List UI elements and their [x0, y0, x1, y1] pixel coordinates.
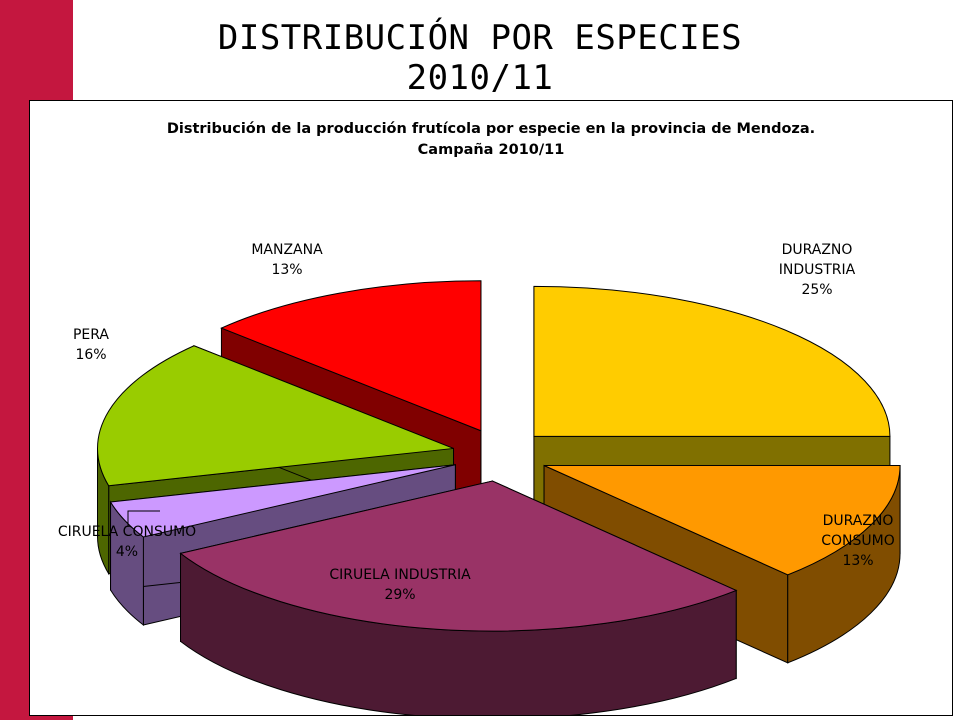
chart-title: Distribución de la producción frutícola …	[30, 119, 952, 161]
slice-label-text: PERA	[73, 327, 109, 343]
slice-value-label: 4%	[116, 544, 138, 560]
slice-label-text: CIRUELA INDUSTRIA	[329, 567, 471, 583]
slice-top	[97, 345, 454, 487]
slice-label-pera: PERA 16%	[73, 327, 109, 363]
slice-value-label: 16%	[75, 347, 106, 363]
chart-frame: Distribución de la producción frutícola …	[29, 100, 953, 716]
slice-label-manzana: MANZANA 13%	[251, 242, 323, 278]
leader-line	[127, 510, 160, 527]
slice-label-durazno-consumo: DURAZNO CONSUMO 13%	[821, 513, 895, 569]
slice-label-text: INDUSTRIA	[779, 262, 856, 278]
slice-top	[179, 480, 738, 632]
slice-value-label: 13%	[271, 262, 302, 278]
slice-label-text: CONSUMO	[821, 533, 895, 549]
slice-value-label: 29%	[384, 587, 415, 603]
slice-top	[220, 280, 482, 432]
slice-label-text: DURAZNO	[782, 242, 853, 258]
slide-title: DISTRIBUCIÓN POR ESPECIES 2010/11	[217, 18, 743, 98]
slice-value-label: 13%	[842, 553, 873, 569]
slice-label-text: CIRUELA CONSUMO	[58, 524, 196, 540]
chart-title-line-1: Distribución de la producción frutícola …	[166, 121, 816, 137]
slice-top	[543, 464, 901, 576]
slice-value-label: 25%	[801, 282, 832, 298]
slice-label-text: DURAZNO	[823, 513, 894, 529]
slice-label-text: MANZANA	[251, 242, 323, 258]
chart-title-line-2: Campaña 2010/11	[417, 142, 565, 158]
slice-label-ciruela-consumo: CIRUELA CONSUMO 4%	[58, 524, 196, 560]
slice-label-durazno-industria: DURAZNO INDUSTRIA 25%	[779, 242, 856, 298]
pie-chart: DURAZNO INDUSTRIA 25% DURAZNO CONSUMO 13% CIRU…	[58, 242, 901, 715]
slice-top	[109, 464, 456, 538]
slice-label-ciruela-industria: CIRUELA INDUSTRIA 29%	[329, 567, 471, 603]
slice-top	[533, 285, 891, 437]
pie-slice-ciruela-industria	[179, 480, 738, 715]
